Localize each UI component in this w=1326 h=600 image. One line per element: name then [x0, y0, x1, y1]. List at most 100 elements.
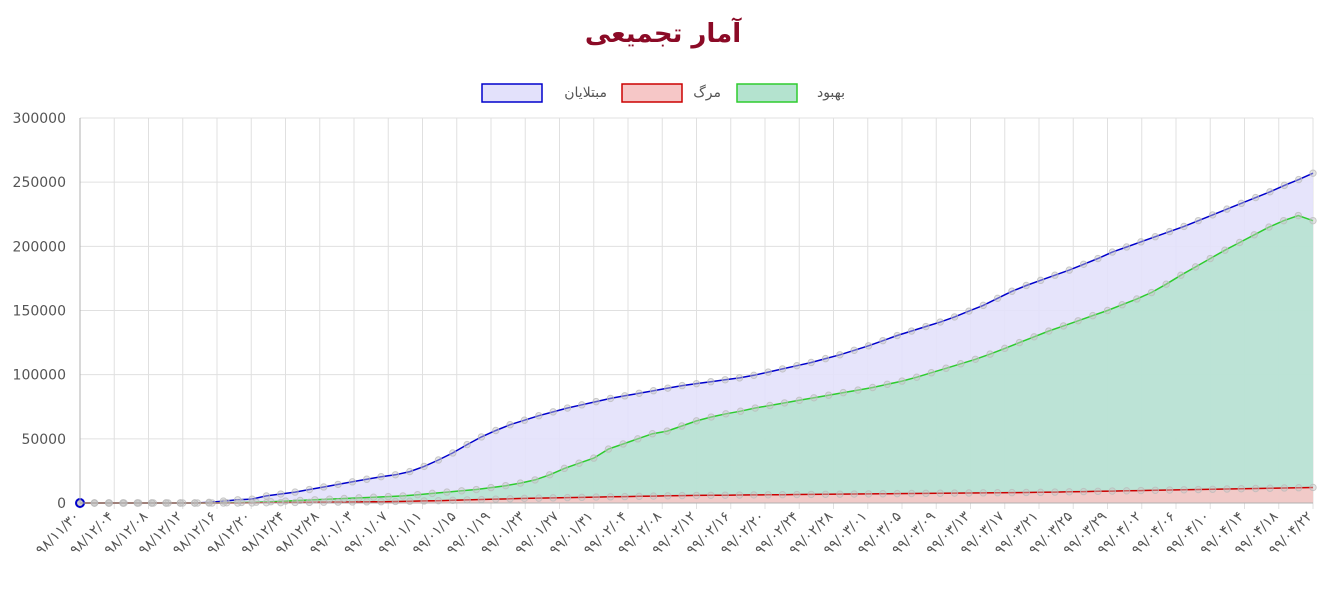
- data-point[interactable]: [764, 368, 772, 376]
- data-point[interactable]: [1266, 484, 1274, 492]
- data-point[interactable]: [1137, 238, 1145, 246]
- data-point[interactable]: [648, 430, 657, 438]
- data-point[interactable]: [1001, 344, 1009, 353]
- data-point[interactable]: [1237, 199, 1246, 208]
- data-point[interactable]: [1180, 486, 1188, 494]
- data-point[interactable]: [1280, 181, 1289, 190]
- data-point[interactable]: [893, 331, 901, 340]
- data-point[interactable]: [348, 498, 357, 506]
- data-point[interactable]: [1008, 287, 1016, 295]
- data-point[interactable]: [1008, 488, 1016, 497]
- data-point[interactable]: [1206, 254, 1214, 263]
- data-point[interactable]: [549, 408, 557, 416]
- data-point[interactable]: [664, 384, 672, 392]
- data-point[interactable]: [325, 495, 334, 503]
- data-point[interactable]: [487, 483, 495, 492]
- data-point[interactable]: [793, 490, 801, 499]
- data-point[interactable]: [879, 490, 887, 498]
- data-point[interactable]: [1051, 488, 1059, 496]
- legend-item[interactable]: مرگ: [621, 83, 721, 103]
- data-point[interactable]: [463, 440, 471, 449]
- data-point[interactable]: [864, 342, 873, 350]
- data-point[interactable]: [506, 421, 514, 429]
- data-point[interactable]: [1223, 205, 1231, 213]
- data-point[interactable]: [363, 498, 371, 506]
- data-point[interactable]: [535, 412, 543, 420]
- data-point[interactable]: [413, 490, 422, 499]
- data-point[interactable]: [751, 404, 759, 412]
- data-point[interactable]: [1147, 288, 1156, 297]
- data-point[interactable]: [348, 478, 357, 486]
- data-point[interactable]: [1221, 246, 1229, 254]
- data-point[interactable]: [836, 490, 844, 498]
- data-point[interactable]: [780, 399, 789, 407]
- data-point[interactable]: [1065, 488, 1073, 496]
- data-point[interactable]: [649, 387, 658, 395]
- data-point[interactable]: [592, 493, 600, 501]
- data-point[interactable]: [621, 392, 629, 400]
- legend-label[interactable]: بهبود: [817, 85, 845, 101]
- data-point[interactable]: [520, 416, 529, 424]
- data-point[interactable]: [520, 494, 529, 503]
- data-point[interactable]: [807, 358, 815, 367]
- data-point[interactable]: [1309, 216, 1317, 225]
- series-line-2[interactable]: [80, 214, 1314, 504]
- data-point[interactable]: [391, 497, 400, 506]
- data-point[interactable]: [1208, 485, 1217, 493]
- data-point[interactable]: [692, 417, 701, 425]
- data-point[interactable]: [821, 354, 830, 363]
- data-point[interactable]: [1079, 487, 1088, 496]
- data-point[interactable]: [1208, 211, 1217, 219]
- data-point[interactable]: [262, 492, 271, 500]
- data-point[interactable]: [821, 490, 830, 498]
- data-point[interactable]: [850, 490, 858, 498]
- data-point[interactable]: [363, 475, 371, 483]
- data-point[interactable]: [707, 413, 715, 421]
- data-point[interactable]: [957, 360, 965, 368]
- data-point[interactable]: [506, 495, 514, 503]
- legend-swatch[interactable]: [736, 83, 798, 103]
- data-point[interactable]: [1051, 271, 1059, 279]
- data-point[interactable]: [707, 491, 715, 499]
- data-point[interactable]: [839, 388, 847, 397]
- data-point[interactable]: [1074, 317, 1082, 325]
- data-point[interactable]: [434, 496, 443, 505]
- data-point[interactable]: [836, 351, 844, 359]
- data-point[interactable]: [305, 498, 314, 507]
- data-point[interactable]: [457, 487, 466, 495]
- data-point[interactable]: [927, 369, 936, 377]
- data-point[interactable]: [1036, 488, 1045, 497]
- data-point[interactable]: [334, 480, 342, 489]
- data-point[interactable]: [721, 376, 729, 384]
- data-point[interactable]: [428, 489, 436, 498]
- data-point[interactable]: [965, 489, 973, 497]
- data-point[interactable]: [535, 494, 543, 502]
- data-point[interactable]: [678, 381, 686, 390]
- legend-swatch[interactable]: [481, 83, 543, 103]
- data-point[interactable]: [399, 492, 407, 500]
- data-point[interactable]: [993, 294, 1002, 303]
- data-point[interactable]: [764, 491, 772, 499]
- data-point[interactable]: [575, 459, 583, 467]
- data-point[interactable]: [707, 378, 715, 386]
- data-point[interactable]: [722, 410, 730, 418]
- data-point[interactable]: [868, 383, 877, 392]
- data-point[interactable]: [936, 318, 944, 326]
- data-point[interactable]: [449, 449, 457, 457]
- data-point[interactable]: [807, 490, 815, 499]
- data-point[interactable]: [277, 490, 285, 498]
- data-point[interactable]: [893, 489, 901, 498]
- legend-swatch[interactable]: [621, 83, 683, 103]
- data-point[interactable]: [1036, 276, 1045, 285]
- data-point[interactable]: [971, 355, 980, 363]
- data-point[interactable]: [795, 396, 803, 405]
- data-point[interactable]: [320, 498, 328, 506]
- data-point[interactable]: [590, 454, 598, 462]
- data-point[interactable]: [1265, 223, 1273, 231]
- data-point[interactable]: [384, 492, 392, 501]
- data-point[interactable]: [898, 377, 906, 385]
- data-point[interactable]: [1223, 485, 1231, 493]
- data-point[interactable]: [1194, 485, 1203, 494]
- data-point[interactable]: [979, 489, 987, 497]
- data-point[interactable]: [864, 490, 873, 498]
